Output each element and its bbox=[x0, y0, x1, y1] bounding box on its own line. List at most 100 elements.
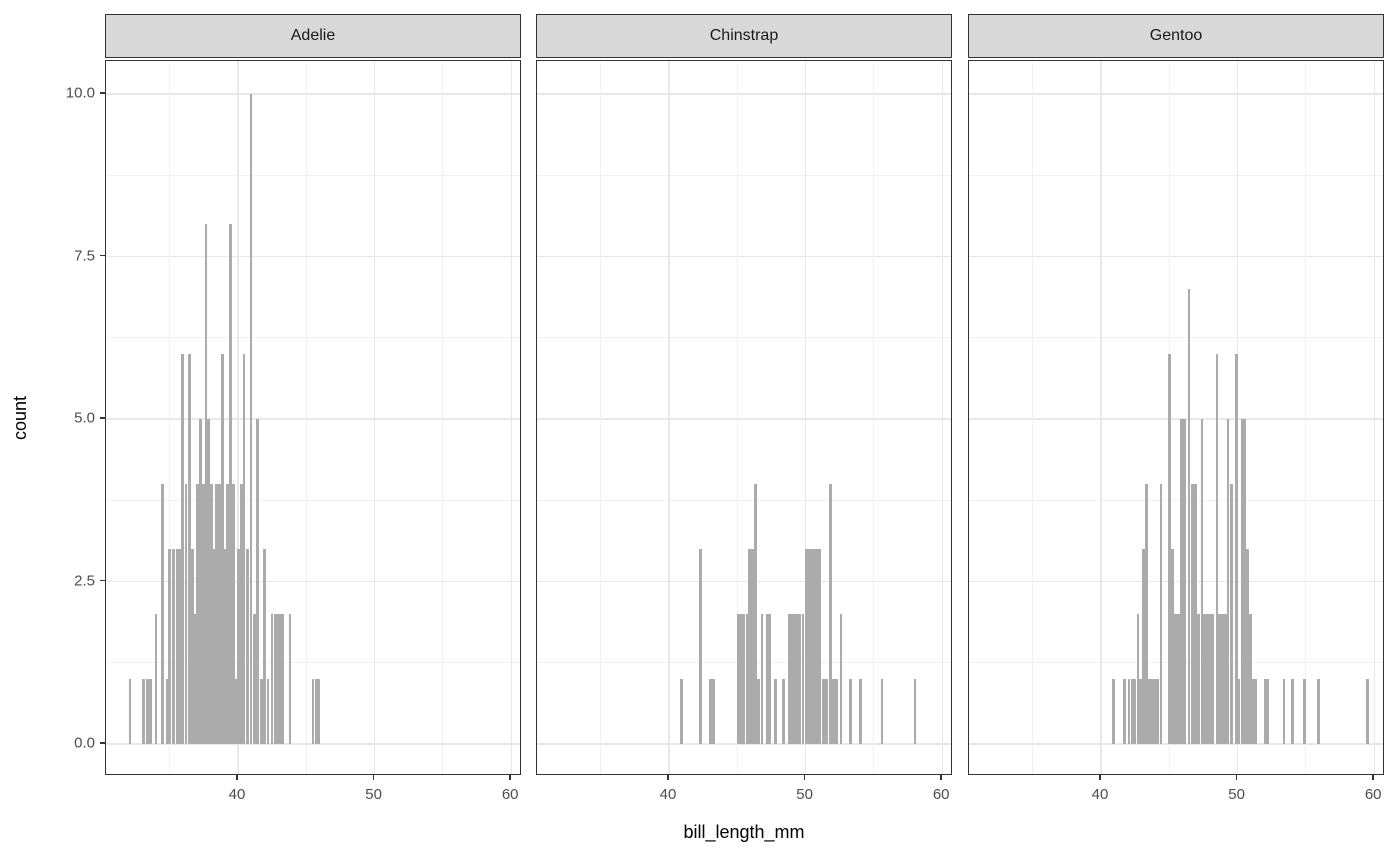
histogram-bar bbox=[798, 614, 802, 744]
x-axis-tick-label: 40 bbox=[1091, 786, 1109, 803]
histogram-bar bbox=[1122, 679, 1126, 744]
x-minor-gridline bbox=[442, 61, 444, 774]
x-minor-gridline bbox=[736, 61, 738, 774]
histogram-bar bbox=[1366, 679, 1369, 744]
histogram-bar bbox=[1127, 679, 1131, 744]
histogram-bar bbox=[1230, 484, 1233, 744]
histogram-bar bbox=[760, 614, 764, 744]
y-major-gridline bbox=[106, 255, 520, 258]
histogram-bar bbox=[154, 614, 158, 744]
histogram-bar bbox=[709, 679, 713, 744]
histogram-bar bbox=[1254, 679, 1258, 744]
histogram-bar bbox=[1187, 289, 1191, 744]
x-major-gridline bbox=[805, 61, 807, 774]
histogram-bar bbox=[266, 679, 270, 744]
histogram-bar bbox=[679, 679, 683, 744]
y-major-gridline bbox=[106, 580, 520, 583]
y-minor-gridline bbox=[106, 174, 520, 176]
histogram-bar bbox=[810, 549, 814, 744]
histogram-bar bbox=[880, 679, 884, 744]
histogram-bar bbox=[1226, 419, 1230, 744]
y-axis-tick-label: 0.0 bbox=[74, 734, 95, 752]
x-axis-tick bbox=[236, 775, 238, 780]
y-minor-gridline bbox=[537, 337, 951, 339]
histogram-bar bbox=[204, 224, 208, 744]
x-major-gridline bbox=[668, 61, 670, 774]
histogram-bar bbox=[839, 614, 843, 744]
histogram-bar bbox=[748, 549, 751, 744]
histogram-bar bbox=[263, 549, 266, 744]
histogram-bar bbox=[1303, 679, 1306, 744]
histogram-bar bbox=[828, 484, 832, 744]
x-minor-gridline bbox=[1305, 61, 1307, 774]
y-minor-gridline bbox=[106, 337, 520, 339]
facet-panel bbox=[105, 60, 521, 775]
histogram-bar bbox=[1136, 614, 1140, 744]
histogram-bar bbox=[249, 94, 253, 744]
histogram-bar bbox=[1174, 614, 1177, 744]
histogram-bar bbox=[1282, 679, 1286, 744]
y-major-gridline bbox=[969, 93, 1383, 95]
histogram-bar bbox=[1200, 419, 1204, 744]
y-axis-tick bbox=[100, 417, 105, 419]
histogram-bar bbox=[1197, 614, 1201, 744]
histogram-bar bbox=[1139, 679, 1142, 744]
histogram-bar bbox=[1148, 679, 1151, 744]
histogram-bar bbox=[215, 484, 219, 744]
histogram-bar bbox=[1203, 614, 1207, 744]
x-minor-gridline bbox=[600, 61, 602, 774]
histogram-bar bbox=[259, 679, 263, 744]
histogram-bar bbox=[832, 679, 835, 744]
x-axis-tick bbox=[1099, 775, 1101, 780]
x-minor-gridline bbox=[305, 61, 307, 774]
x-major-gridline bbox=[1100, 61, 1102, 774]
histogram-bar bbox=[160, 484, 164, 744]
histogram-bar bbox=[1182, 419, 1186, 744]
histogram-bar bbox=[145, 679, 149, 744]
x-axis-tick-label: 40 bbox=[659, 786, 677, 803]
histogram-bar bbox=[1316, 679, 1320, 744]
histogram-bar bbox=[782, 679, 786, 744]
histogram-bar bbox=[226, 484, 230, 744]
x-axis-tick-label: 60 bbox=[932, 786, 950, 803]
facet-strip-label: Adelie bbox=[290, 27, 336, 44]
histogram-bar bbox=[181, 354, 185, 744]
y-minor-gridline bbox=[106, 499, 520, 501]
histogram-bar bbox=[699, 549, 702, 744]
histogram-bar bbox=[1249, 614, 1252, 744]
histogram-bar bbox=[793, 614, 797, 744]
histogram-bar bbox=[765, 614, 769, 744]
histogram-bar bbox=[1234, 354, 1238, 744]
histogram-bar bbox=[740, 614, 743, 744]
histogram-bar bbox=[787, 614, 791, 744]
facet-strip-label: Gentoo bbox=[1149, 27, 1203, 44]
histogram-bar bbox=[750, 549, 754, 744]
y-axis-tick-label: 10.0 bbox=[65, 84, 95, 102]
y-minor-gridline bbox=[537, 174, 951, 176]
histogram-bar bbox=[1150, 679, 1154, 744]
histogram-bar bbox=[757, 679, 760, 744]
histogram-bar bbox=[237, 549, 241, 744]
histogram-bar bbox=[768, 614, 772, 744]
x-major-gridline bbox=[510, 61, 512, 774]
x-axis-tick-label: 50 bbox=[1228, 786, 1245, 803]
histogram-bar bbox=[1243, 419, 1247, 744]
histogram-bar bbox=[278, 614, 282, 744]
histogram-bar bbox=[712, 679, 715, 744]
histogram-bar bbox=[218, 484, 221, 744]
histogram-bar bbox=[1193, 484, 1197, 744]
histogram-bar bbox=[821, 679, 825, 744]
histogram-bar bbox=[804, 549, 808, 744]
histogram-bar bbox=[745, 614, 749, 744]
x-axis-title: bill_length_mm bbox=[683, 822, 805, 842]
x-major-gridline bbox=[941, 61, 943, 774]
histogram-bar bbox=[1145, 484, 1149, 744]
histogram-bar bbox=[796, 614, 799, 744]
histogram-bar bbox=[188, 354, 191, 744]
facet-strip: Adelie bbox=[105, 14, 521, 58]
histogram-bar bbox=[1218, 614, 1222, 744]
histogram-bar bbox=[858, 679, 862, 744]
histogram-bar bbox=[849, 679, 853, 744]
histogram-bar bbox=[1156, 679, 1160, 744]
x-axis-tick bbox=[940, 775, 942, 780]
